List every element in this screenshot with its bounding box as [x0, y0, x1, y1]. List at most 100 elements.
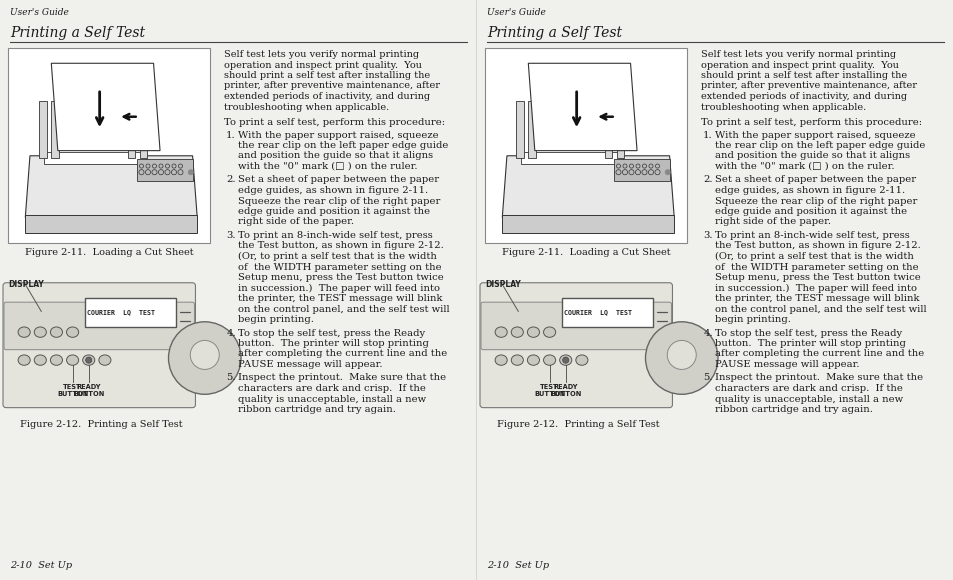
- Text: operation and inspect print quality.  You: operation and inspect print quality. You: [224, 60, 422, 70]
- Text: button.  The printer will stop printing: button. The printer will stop printing: [238, 339, 429, 348]
- Text: should print a self test after installing the: should print a self test after installin…: [224, 71, 430, 80]
- Text: 1.: 1.: [702, 130, 712, 140]
- Text: with the "0" mark (□ ) on the ruler.: with the "0" mark (□ ) on the ruler.: [715, 162, 894, 171]
- Text: User's Guide: User's Guide: [10, 8, 69, 17]
- Ellipse shape: [527, 355, 539, 365]
- Text: 4.: 4.: [702, 328, 712, 338]
- Bar: [616, 127, 623, 158]
- Bar: [44, 151, 146, 164]
- Text: the printer, the TEST message will blink: the printer, the TEST message will blink: [238, 294, 442, 303]
- Text: printer, after preventive maintenance, after: printer, after preventive maintenance, a…: [224, 82, 439, 90]
- Bar: [128, 127, 134, 158]
- Text: Inspect the printout.  Make sure that the: Inspect the printout. Make sure that the: [238, 374, 446, 382]
- Text: extended periods of inactivity, and during: extended periods of inactivity, and duri…: [700, 92, 906, 101]
- Text: on the control panel, and the self test will: on the control panel, and the self test …: [238, 304, 450, 314]
- Text: To stop the self test, press the Ready: To stop the self test, press the Ready: [238, 328, 425, 338]
- Ellipse shape: [83, 355, 94, 365]
- Text: characters are dark and crisp.  If the: characters are dark and crisp. If the: [715, 384, 902, 393]
- Ellipse shape: [511, 327, 523, 338]
- Ellipse shape: [99, 355, 111, 365]
- Text: With the paper support raised, squeeze: With the paper support raised, squeeze: [238, 130, 438, 140]
- Text: in succession.)  The paper will feed into: in succession.) The paper will feed into: [715, 284, 916, 293]
- Ellipse shape: [18, 327, 30, 338]
- Text: Figure 2-12.  Printing a Self Test: Figure 2-12. Printing a Self Test: [497, 420, 659, 429]
- Polygon shape: [51, 63, 160, 151]
- Text: after completing the current line and the: after completing the current line and th…: [715, 350, 923, 358]
- FancyBboxPatch shape: [4, 302, 194, 350]
- Text: READY
BUTTON: READY BUTTON: [550, 384, 580, 397]
- Circle shape: [86, 357, 91, 363]
- Text: Setup menu, press the Test button twice: Setup menu, press the Test button twice: [238, 273, 443, 282]
- Text: troubleshooting when applicable.: troubleshooting when applicable.: [700, 103, 865, 111]
- Text: the printer, the TEST message will blink: the printer, the TEST message will blink: [715, 294, 919, 303]
- Text: PAUSE message will appear.: PAUSE message will appear.: [715, 360, 859, 369]
- Ellipse shape: [495, 327, 507, 338]
- Ellipse shape: [51, 355, 63, 365]
- Circle shape: [190, 340, 219, 369]
- Text: Setup menu, press the Test button twice: Setup menu, press the Test button twice: [715, 273, 920, 282]
- Text: Printing a Self Test: Printing a Self Test: [10, 26, 145, 40]
- Circle shape: [562, 357, 568, 363]
- Text: characters are dark and crisp.  If the: characters are dark and crisp. If the: [238, 384, 426, 393]
- Polygon shape: [502, 156, 674, 218]
- Text: (Or, to print a self test that is the width: (Or, to print a self test that is the wi…: [715, 252, 913, 261]
- Text: right side of the paper.: right side of the paper.: [715, 218, 830, 227]
- Text: extended periods of inactivity, and during: extended periods of inactivity, and duri…: [224, 92, 430, 101]
- Text: 4.: 4.: [226, 328, 235, 338]
- Text: To print an 8-inch-wide self test, press: To print an 8-inch-wide self test, press: [715, 231, 909, 240]
- Bar: [604, 127, 611, 158]
- Text: Squeeze the rear clip of the right paper: Squeeze the rear clip of the right paper: [238, 197, 440, 205]
- Text: Printing a Self Test: Printing a Self Test: [486, 26, 621, 40]
- Text: To print a self test, perform this procedure:: To print a self test, perform this proce…: [700, 118, 922, 127]
- Bar: [516, 102, 523, 158]
- Bar: [8, 48, 210, 243]
- Text: the rear clip on the left paper edge guide: the rear clip on the left paper edge gui…: [238, 141, 448, 150]
- Text: ribbon cartridge and try again.: ribbon cartridge and try again.: [715, 405, 872, 414]
- Text: 1.: 1.: [226, 130, 235, 140]
- Text: To print an 8-inch-wide self test, press: To print an 8-inch-wide self test, press: [238, 231, 433, 240]
- Ellipse shape: [67, 355, 78, 365]
- Text: Self test lets you verify normal printing: Self test lets you verify normal printin…: [700, 50, 896, 59]
- Ellipse shape: [34, 355, 47, 365]
- Text: quality is unacceptable, install a new: quality is unacceptable, install a new: [238, 394, 426, 404]
- Text: Set a sheet of paper between the paper: Set a sheet of paper between the paper: [715, 176, 915, 184]
- Text: with the "0" mark (□ ) on the ruler.: with the "0" mark (□ ) on the ruler.: [238, 162, 417, 171]
- Circle shape: [645, 322, 718, 394]
- Text: Inspect the printout.  Make sure that the: Inspect the printout. Make sure that the: [715, 374, 923, 382]
- Text: ribbon cartridge and try again.: ribbon cartridge and try again.: [238, 405, 395, 414]
- Bar: [136, 159, 193, 182]
- Text: Self test lets you verify normal printing: Self test lets you verify normal printin…: [224, 50, 419, 59]
- Text: of  the WIDTH parameter setting on the: of the WIDTH parameter setting on the: [238, 263, 441, 271]
- Text: begin printing.: begin printing.: [238, 315, 314, 324]
- Polygon shape: [26, 156, 197, 218]
- Text: 2.: 2.: [702, 176, 712, 184]
- Text: and position the guide so that it aligns: and position the guide so that it aligns: [238, 151, 433, 161]
- Ellipse shape: [543, 355, 555, 365]
- Text: troubleshooting when applicable.: troubleshooting when applicable.: [224, 103, 389, 111]
- Text: in succession.)  The paper will feed into: in succession.) The paper will feed into: [238, 284, 439, 293]
- Text: after completing the current line and the: after completing the current line and th…: [238, 350, 447, 358]
- Ellipse shape: [511, 355, 523, 365]
- Text: COURIER  LQ  TEST: COURIER LQ TEST: [563, 310, 631, 316]
- Text: 5.: 5.: [702, 374, 712, 382]
- Text: To print a self test, perform this procedure:: To print a self test, perform this proce…: [224, 118, 445, 127]
- FancyBboxPatch shape: [479, 282, 672, 408]
- Circle shape: [666, 340, 696, 369]
- Text: quality is unacceptable, install a new: quality is unacceptable, install a new: [715, 394, 902, 404]
- Polygon shape: [26, 215, 197, 233]
- Text: Figure 2-11.  Loading a Cut Sheet: Figure 2-11. Loading a Cut Sheet: [25, 248, 193, 257]
- Text: 3.: 3.: [702, 231, 712, 240]
- Text: the Test button, as shown in figure 2-12.: the Test button, as shown in figure 2-12…: [238, 241, 443, 251]
- Text: (Or, to print a self test that is the width: (Or, to print a self test that is the wi…: [238, 252, 436, 261]
- Ellipse shape: [495, 355, 507, 365]
- FancyBboxPatch shape: [480, 302, 671, 350]
- Text: begin printing.: begin printing.: [715, 315, 790, 324]
- Text: button.  The printer will stop printing: button. The printer will stop printing: [715, 339, 905, 348]
- Text: User's Guide: User's Guide: [486, 8, 545, 17]
- Text: printer, after preventive maintenance, after: printer, after preventive maintenance, a…: [700, 82, 916, 90]
- Text: edge guides, as shown in figure 2-11.: edge guides, as shown in figure 2-11.: [715, 186, 904, 195]
- Text: COURIER  LQ  TEST: COURIER LQ TEST: [87, 310, 154, 316]
- Text: and position the guide so that it aligns: and position the guide so that it aligns: [715, 151, 909, 161]
- Text: should print a self test after installing the: should print a self test after installin…: [700, 71, 906, 80]
- Text: operation and inspect print quality.  You: operation and inspect print quality. You: [700, 60, 899, 70]
